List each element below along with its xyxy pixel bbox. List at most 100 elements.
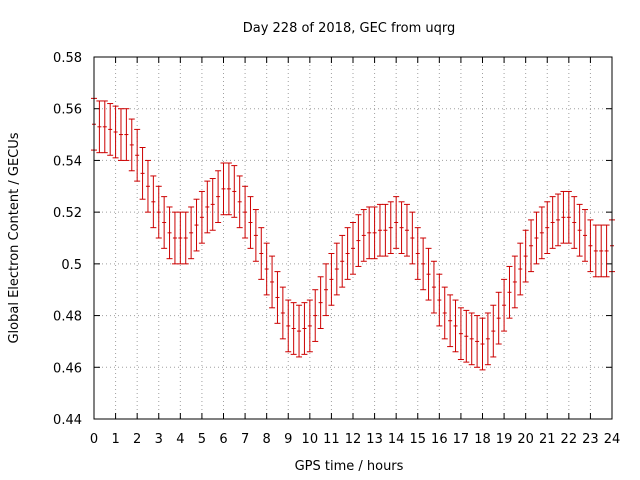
data-point <box>225 162 232 216</box>
y-tick-label: 0.44 <box>53 413 82 428</box>
data-point <box>242 185 249 239</box>
data-point <box>236 175 243 229</box>
data-point <box>112 105 119 159</box>
data-point <box>215 170 222 223</box>
data-point <box>134 128 141 182</box>
data-point <box>420 237 427 291</box>
data-point <box>263 242 270 296</box>
data-point <box>252 209 259 262</box>
data-point <box>317 276 324 329</box>
data-point <box>506 265 513 319</box>
data-point <box>517 242 524 296</box>
data-point <box>204 180 211 234</box>
data-point <box>479 317 486 371</box>
plot-frame <box>93 56 613 420</box>
x-tick-label: 14 <box>388 432 405 447</box>
data-point <box>576 203 583 257</box>
x-tick-label: 10 <box>302 432 319 447</box>
data-point <box>425 247 432 301</box>
data-point <box>490 304 497 358</box>
x-tick-label: 16 <box>431 432 448 447</box>
data-point <box>128 118 135 172</box>
axis-ticks <box>93 56 613 420</box>
x-tick-label: 7 <box>241 432 249 447</box>
y-tick-label: 0.48 <box>53 310 82 325</box>
data-point <box>371 206 378 260</box>
data-point <box>333 242 340 296</box>
y-tick-labels: 0.44 0.46 0.48 0.5 0.52 0.54 0.56 0.58 <box>53 51 82 428</box>
data-point <box>166 206 173 260</box>
data-point <box>414 227 421 280</box>
x-tick-label: 17 <box>453 432 470 447</box>
y-tick-label: 0.58 <box>53 51 82 66</box>
x-tick-label: 19 <box>496 432 513 447</box>
data-point <box>587 219 594 273</box>
data-point <box>544 201 551 255</box>
data-point <box>582 209 589 262</box>
chart-title: Day 228 of 2018, GEC from uqrg <box>243 21 456 36</box>
x-tick-label: 2 <box>133 432 141 447</box>
data-point <box>144 159 151 213</box>
x-tick-label: 18 <box>474 432 491 447</box>
x-tick-label: 6 <box>219 432 227 447</box>
data-point <box>177 211 184 265</box>
data-point <box>528 219 535 273</box>
data-point <box>376 203 383 257</box>
data-point <box>209 178 216 231</box>
x-tick-label: 22 <box>561 432 578 447</box>
data-point <box>474 315 481 368</box>
data-point <box>484 312 491 366</box>
y-tick-label: 0.46 <box>53 361 82 376</box>
data-point <box>279 286 286 340</box>
data-point <box>328 253 335 306</box>
x-tick-label: 5 <box>198 432 206 447</box>
data-point <box>306 299 313 353</box>
x-tick-label: 12 <box>345 432 362 447</box>
data-point <box>290 302 297 355</box>
y-tick-label: 0.5 <box>61 258 82 273</box>
data-point <box>107 103 114 156</box>
data-point <box>161 196 168 249</box>
data-point <box>350 221 356 275</box>
data-point <box>247 196 254 249</box>
data-point <box>188 206 195 260</box>
x-axis-label: GPS time / hours <box>295 459 404 474</box>
data-point <box>155 185 162 239</box>
data-point <box>441 286 448 340</box>
x-tick-label: 8 <box>263 432 271 447</box>
data-point <box>598 224 605 278</box>
data-point <box>382 203 389 257</box>
data-point <box>198 190 205 244</box>
data-point <box>182 211 189 265</box>
data-point <box>258 227 265 280</box>
data-point <box>269 255 276 309</box>
data-point <box>171 211 178 265</box>
data-point <box>301 302 308 355</box>
data-point <box>285 299 292 353</box>
data-point <box>398 201 405 255</box>
data-point <box>150 175 157 229</box>
data-point <box>296 304 303 358</box>
data-point <box>549 196 556 249</box>
x-tick-labels: 0 1 2 3 4 5 6 7 8 9 10 11 12 13 14 15 16 17 18 19 20 21 22 23 24 <box>90 432 620 447</box>
y-axis-label: Global Electron Content / GECUs <box>7 132 22 343</box>
data-point <box>393 196 400 249</box>
x-tick-label: 1 <box>111 432 119 447</box>
data-point <box>436 273 443 327</box>
data-point <box>123 108 130 161</box>
data-point <box>101 100 108 154</box>
data-point <box>193 198 200 252</box>
series-gec <box>91 97 615 371</box>
data-point <box>592 224 599 278</box>
data-point <box>355 214 362 267</box>
data-point <box>495 291 502 345</box>
data-point <box>220 162 227 216</box>
data-point <box>231 165 238 218</box>
data-point <box>603 224 610 278</box>
y-tick-label: 0.54 <box>53 154 82 169</box>
data-point <box>366 206 373 260</box>
data-point <box>468 312 475 366</box>
y-tick-label: 0.56 <box>53 103 82 118</box>
data-point <box>571 196 578 249</box>
